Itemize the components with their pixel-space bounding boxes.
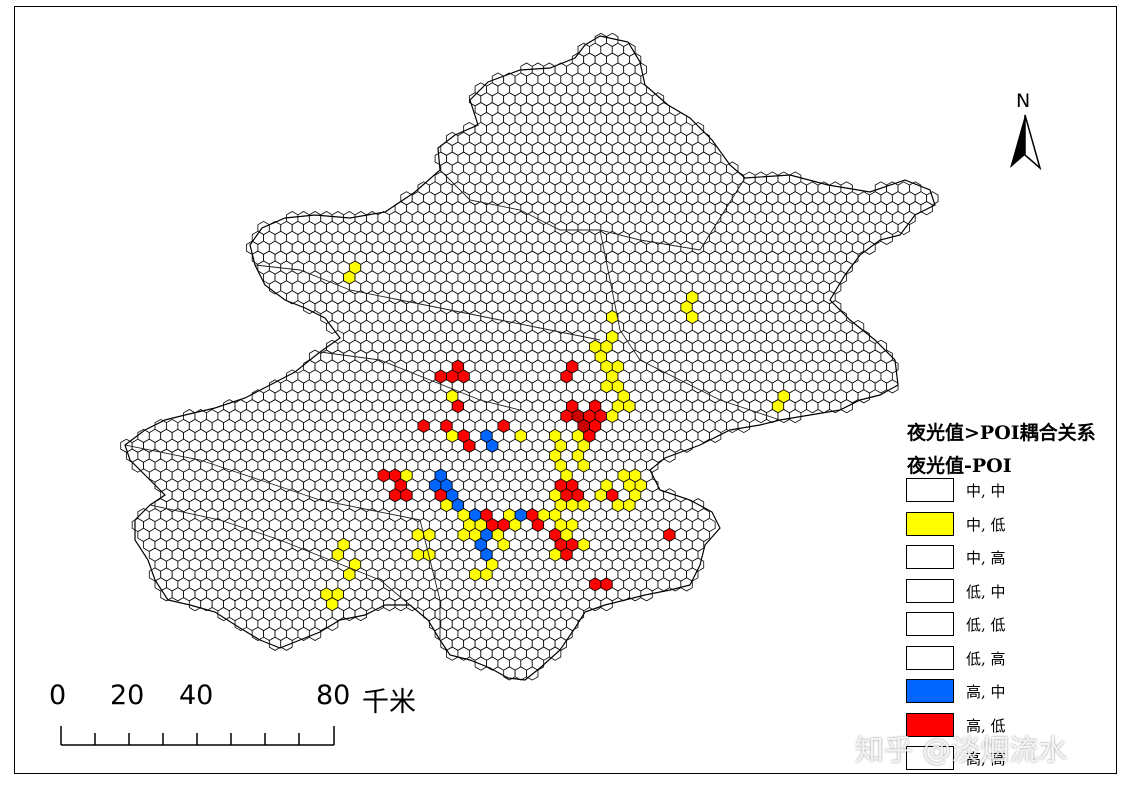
hex-cell — [920, 201, 933, 216]
legend-label: 低, 中 — [966, 582, 1006, 601]
hex-cell — [394, 597, 407, 612]
legend-item: 低, 中 — [906, 578, 1106, 603]
legend-title: 夜光值>POI耦合关系 — [907, 422, 1096, 444]
watermark: 知乎 @淡烟流水 — [855, 733, 1068, 767]
legend-swatch — [906, 645, 954, 670]
hex-cell — [188, 597, 202, 612]
legend-label: 高, 高 — [966, 750, 1006, 768]
legend-subtitle: 夜光值-POI — [907, 455, 1012, 477]
legend-item: 高, 低 — [906, 712, 1106, 737]
hex-cell — [160, 587, 173, 602]
legend-label: 低, 低 — [966, 616, 1006, 634]
legend-item: 中, 高 — [906, 545, 1106, 569]
scale-tick-0: 0 — [49, 680, 67, 711]
legend-item: 高, 高 — [906, 746, 1106, 770]
hex-cell — [874, 379, 888, 394]
district-boundary — [124, 444, 421, 521]
scale-tick-40: 40 — [179, 680, 214, 711]
north-arrow-icon — [1010, 114, 1042, 171]
hex-cell — [514, 666, 527, 681]
legend-label: 中, 高 — [966, 549, 1006, 567]
district-boundary — [439, 169, 746, 251]
legend-swatch — [906, 679, 954, 703]
legend-item: 中, 中 — [906, 478, 1106, 502]
district-boundary — [149, 504, 411, 606]
hex-cell — [857, 389, 870, 404]
hex-cell — [486, 656, 499, 671]
region-boundary — [124, 35, 936, 681]
scale-unit: 千米 — [362, 687, 416, 718]
hex-cell — [754, 409, 767, 424]
district-boundary — [254, 264, 601, 341]
hex-cell — [817, 399, 830, 414]
scale-tick-20: 20 — [110, 680, 145, 711]
legend-item: 低, 低 — [906, 612, 1106, 636]
legend-label: 低, 高 — [966, 649, 1006, 668]
hex-cell — [406, 597, 419, 612]
hex-cell — [897, 220, 910, 236]
legend-item: 中, 低 — [906, 511, 1106, 536]
legend-swatch — [906, 545, 954, 569]
hex-cell — [474, 656, 487, 671]
north-label: N — [1016, 90, 1031, 112]
district-boundary — [419, 519, 441, 640]
hex-cell — [354, 607, 367, 622]
legend-swatch — [906, 511, 954, 536]
hex-cell — [217, 607, 230, 622]
legend-label: 中, 低 — [966, 515, 1006, 534]
district-boundaries — [124, 35, 936, 681]
district-boundary — [319, 351, 521, 411]
hex-cell — [789, 409, 802, 424]
hex-cell — [737, 418, 750, 434]
legend-swatch — [906, 478, 954, 502]
hex-cell — [383, 597, 396, 612]
legend-swatch — [906, 746, 954, 770]
legend-item: 低, 高 — [906, 645, 1106, 670]
hex-cell — [171, 587, 184, 602]
hex-cells — [120, 32, 939, 681]
legend-swatch — [906, 612, 954, 636]
legend-swatch — [906, 712, 954, 737]
scale-tick-80: 80 — [316, 680, 351, 711]
hex-cell — [806, 399, 819, 414]
legend-label: 高, 中 — [966, 683, 1006, 701]
legend-label: 高, 低 — [966, 716, 1006, 735]
district-boundary — [599, 229, 781, 421]
legend-item: 高, 中 — [906, 679, 1106, 703]
hex-cell — [663, 448, 676, 463]
legend-swatch — [906, 578, 954, 603]
scale-bar — [60, 726, 335, 746]
legend-label: 中, 中 — [966, 482, 1006, 500]
hex-cell — [777, 409, 790, 424]
hex-cell — [657, 577, 670, 592]
hex-cell — [446, 646, 459, 661]
hex-cell — [131, 458, 144, 473]
